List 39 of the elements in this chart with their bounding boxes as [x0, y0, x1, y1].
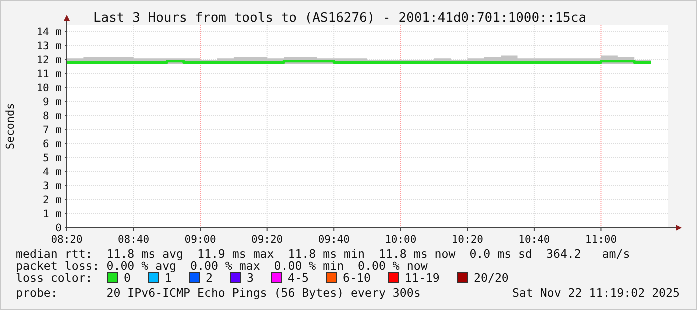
legend-label: 0 — [124, 271, 131, 285]
legend-label: 2 — [206, 271, 213, 285]
y-tick-label: 3 m — [43, 180, 62, 193]
text: packet loss: 0.00 % avg 0.00 % max 0.00 % min 0.00 % now — [16, 259, 428, 273]
y-tick-label: 11 m — [36, 68, 62, 81]
y-tick-label: 10 m — [36, 82, 62, 95]
y-tick-label: 5 m — [43, 152, 62, 165]
legend-title: loss color: — [16, 271, 93, 285]
x-tick-label: 11:00 — [585, 234, 618, 246]
x-tick-label: 08:40 — [118, 234, 150, 246]
x-tick-label: 10:20 — [452, 234, 484, 246]
y-tick-label: 4 m — [43, 166, 62, 179]
legend-label: 6-10 — [343, 271, 371, 285]
x-tick-label: 10:40 — [518, 234, 550, 246]
y-tick-label: 2 m — [43, 194, 62, 207]
y-tick-label: 8 m — [43, 110, 62, 123]
x-tick-label: 08:20 — [51, 234, 83, 246]
y-axis-title: Seconds — [4, 103, 17, 150]
legend-label: 4-5 — [288, 271, 309, 285]
text: Sat Nov 22 11:19:02 2025 — [512, 286, 680, 300]
text: median rtt: 11.8 ms avg 11.9 ms max 11.8 ms min 11.8 ms now 0.0 ms sd 364.2 am/s — [16, 247, 630, 261]
y-tick-label: 9 m — [43, 96, 62, 109]
legend-label: 1 — [165, 271, 172, 285]
legend-label: 20/20 — [474, 271, 509, 285]
y-tick-label: 0 — [56, 222, 62, 235]
x-tick-label: 09:20 — [252, 234, 284, 246]
y-tick-label: 7 m — [43, 124, 62, 137]
legend-label: 3 — [247, 271, 254, 285]
x-tick-label: 09:00 — [184, 234, 216, 246]
chart-title: Last 3 Hours from tools to (AS16276) - 2001:41d0:701:1000::15ca — [93, 11, 587, 26]
y-tick-label: 13 m — [36, 40, 62, 53]
y-tick-label: 6 m — [43, 138, 62, 151]
x-tick-label: 09:40 — [318, 234, 350, 246]
y-tick-label: 14 m — [36, 26, 62, 39]
text: probe: 20 IPv6-ICMP Echo Pings (56 Bytes) every 300s — [16, 286, 421, 300]
y-tick-label: 12 m — [36, 54, 62, 67]
y-tick-label: 1 m — [43, 208, 62, 221]
x-tick-label: 10:00 — [385, 234, 417, 246]
legend-label: 11-19 — [405, 271, 440, 285]
